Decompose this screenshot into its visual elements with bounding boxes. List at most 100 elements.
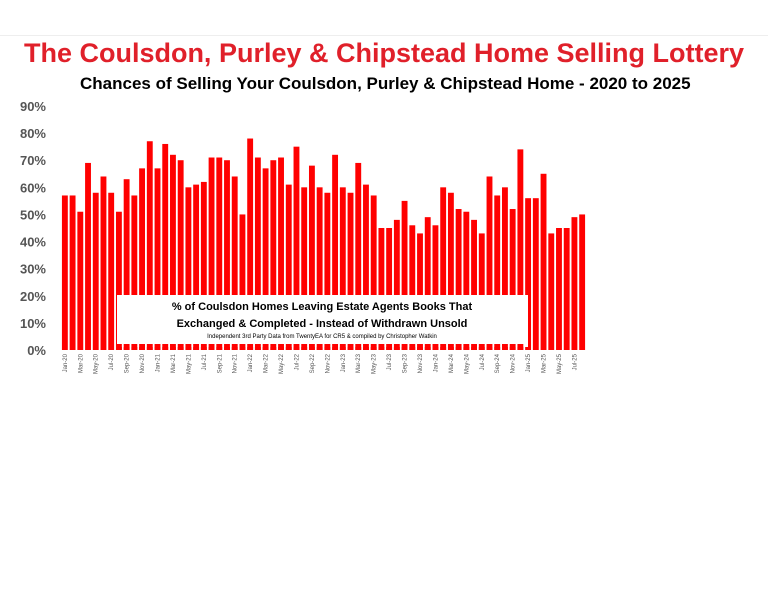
bar — [409, 225, 416, 350]
x-tick-label: Jan-20 — [63, 353, 69, 372]
bar — [370, 195, 377, 350]
y-tick-label: 90% — [20, 99, 46, 114]
bar — [185, 187, 192, 350]
bar — [293, 146, 300, 350]
baseline-marker — [494, 344, 501, 350]
x-tick-label: Jul-25 — [572, 353, 578, 370]
baseline-marker — [216, 344, 223, 350]
bar — [208, 157, 215, 350]
baseline-marker — [417, 344, 423, 350]
baseline-marker — [308, 344, 315, 350]
bar — [139, 168, 145, 350]
bar — [548, 233, 555, 350]
x-tick-label: Sep-23 — [403, 353, 409, 373]
annotation-line-2: Exchanged & Completed - Instead of Withd… — [177, 318, 468, 330]
baseline-marker — [386, 344, 393, 350]
x-tick-label: Nov-23 — [418, 353, 424, 373]
baseline-marker — [139, 344, 145, 350]
baseline-marker — [293, 344, 300, 350]
bar — [324, 192, 331, 350]
baseline-marker — [424, 344, 431, 350]
bar — [486, 176, 493, 350]
baseline-marker — [409, 344, 416, 350]
bar — [525, 198, 532, 350]
baseline-marker — [316, 344, 323, 350]
bar — [85, 162, 91, 350]
y-tick-label: 0% — [27, 343, 46, 358]
bar — [285, 184, 292, 350]
y-tick-label: 40% — [20, 235, 46, 250]
baseline-marker — [339, 344, 346, 350]
baseline-marker — [224, 344, 230, 350]
bar — [278, 157, 284, 350]
x-tick-label: May-23 — [372, 353, 378, 374]
bar — [216, 157, 223, 350]
bar — [162, 143, 169, 350]
bar — [301, 187, 308, 350]
x-tick-label: Nov-22 — [325, 353, 331, 373]
x-tick-label: Jul-24 — [480, 353, 486, 370]
bar — [77, 211, 84, 350]
bar — [200, 181, 207, 350]
baseline-marker — [509, 344, 516, 350]
bar — [254, 157, 261, 350]
bar — [432, 225, 439, 350]
baseline-marker — [131, 344, 138, 350]
bar — [231, 176, 238, 350]
bar — [556, 228, 562, 350]
bar — [355, 162, 362, 350]
y-axis: 90% 80% 70% 60% 50% 40% 30% 20% 10% 0% — [20, 99, 46, 358]
baseline-marker — [262, 344, 269, 350]
bar — [224, 160, 230, 350]
bar — [270, 160, 277, 350]
x-tick-label: May-24 — [464, 353, 470, 374]
bar — [123, 179, 130, 350]
baseline-marker — [486, 344, 493, 350]
x-tick-label: Jan-24 — [433, 353, 439, 372]
x-tick-label: Jan-21 — [156, 353, 162, 372]
baseline-marker — [378, 344, 385, 350]
bar — [447, 192, 454, 350]
x-tick-label: Mar-24 — [449, 353, 455, 373]
baseline-marker — [270, 344, 277, 350]
x-tick-label: May-22 — [279, 353, 285, 374]
x-tick-label: Jan-23 — [341, 353, 347, 372]
baseline-marker — [502, 344, 508, 350]
x-axis: Jan-20 Mar-20 May-20 Jul-20 Sep-20 Nov-20 Jan-… — [63, 353, 579, 374]
bar — [424, 217, 431, 350]
baseline-marker — [393, 344, 400, 350]
y-tick-label: 60% — [20, 180, 46, 195]
baseline-marker — [200, 344, 207, 350]
y-tick-label: 70% — [20, 153, 46, 168]
bar-series — [61, 138, 586, 350]
baseline-markers — [115, 344, 524, 350]
y-tick-label: 20% — [20, 289, 46, 304]
bar — [247, 138, 254, 350]
y-tick-label: 30% — [20, 262, 46, 277]
baseline-marker — [447, 344, 454, 350]
baseline-marker — [123, 344, 130, 350]
bar — [92, 192, 99, 350]
bar — [193, 184, 200, 350]
baseline-marker — [239, 344, 246, 350]
x-tick-label: May-25 — [557, 353, 563, 374]
x-tick-label: Jul-20 — [109, 353, 115, 370]
x-tick-label: Sep-20 — [125, 353, 131, 373]
x-tick-label: Mar-20 — [78, 353, 84, 373]
bar — [579, 214, 586, 350]
baseline-marker — [370, 344, 377, 350]
bar — [332, 154, 339, 350]
bar — [401, 200, 408, 350]
bar-chart: 90% 80% 70% 60% 50% 40% 30% 20% 10% 0% % of Couls… — [20, 99, 586, 374]
x-tick-label: Jan-25 — [526, 353, 532, 372]
x-tick-label: Jul-21 — [202, 353, 208, 370]
baseline-marker — [185, 344, 192, 350]
baseline-marker — [455, 344, 462, 350]
baseline-marker — [208, 344, 215, 350]
baseline-marker — [177, 344, 184, 350]
baseline-marker — [401, 344, 408, 350]
x-tick-label: Mar-23 — [356, 353, 362, 373]
bar — [455, 209, 462, 350]
x-tick-label: Mar-25 — [542, 353, 548, 373]
bar — [502, 187, 508, 350]
